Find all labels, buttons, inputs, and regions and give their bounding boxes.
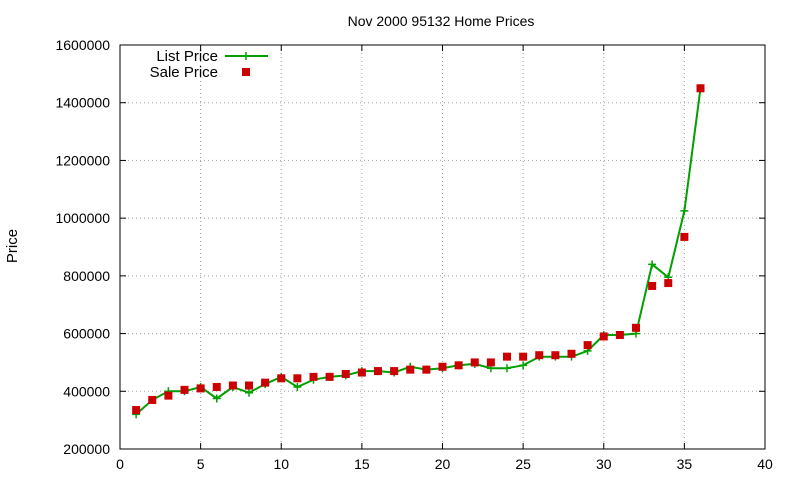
sale-price-point xyxy=(261,378,270,387)
x-tick-label: 15 xyxy=(354,456,370,472)
y-tick-label: 1400000 xyxy=(55,95,110,111)
sale-price-point xyxy=(519,352,528,361)
legend-label: Sale Price xyxy=(150,64,218,81)
sale-price-point xyxy=(341,369,350,378)
sale-price-point xyxy=(180,385,189,394)
x-tick-label: 25 xyxy=(515,456,531,472)
x-tick-label: 35 xyxy=(677,456,693,472)
x-tick-label: 40 xyxy=(757,456,773,472)
sale-price-point xyxy=(454,361,463,370)
sale-price-point xyxy=(390,367,399,376)
sale-price-point xyxy=(470,358,479,367)
legend-label: List Price xyxy=(156,48,218,65)
sale-price-point xyxy=(503,352,511,361)
sale-price-point xyxy=(164,391,173,400)
list-price-line xyxy=(135,88,702,416)
list-price-point xyxy=(680,206,689,215)
list-price-point xyxy=(648,260,657,269)
series-sale-price xyxy=(132,84,705,415)
sale-price-point xyxy=(696,84,705,93)
sale-price-point xyxy=(245,381,253,390)
list-price-point xyxy=(503,364,511,373)
sale-price-point xyxy=(422,365,431,374)
data-series xyxy=(132,84,705,419)
x-tick-label: 5 xyxy=(197,456,205,472)
sale-price-point xyxy=(309,372,318,381)
x-tick-label: 0 xyxy=(116,456,124,472)
sale-price-point xyxy=(196,384,205,393)
sale-price-point xyxy=(438,362,447,371)
list-price-point xyxy=(212,394,221,403)
chart-title: Nov 2000 95132 Home Prices xyxy=(348,13,535,29)
sale-price-point xyxy=(567,349,576,358)
x-tick-label: 10 xyxy=(273,456,289,472)
y-tick-label: 600000 xyxy=(63,326,110,342)
sale-price-point xyxy=(615,331,624,340)
list-price-point xyxy=(245,388,253,397)
sale-price-point xyxy=(599,332,608,341)
sale-price-point xyxy=(583,341,592,350)
y-tick-label: 400000 xyxy=(63,383,110,399)
sale-price-point xyxy=(228,381,237,390)
sale-price-point xyxy=(551,351,560,360)
sale-price-point xyxy=(277,374,286,383)
list-price-point xyxy=(519,361,528,370)
sale-price-point xyxy=(632,323,640,332)
sale-price-point xyxy=(374,367,382,376)
sale-price-point xyxy=(535,351,544,360)
sale-price-point xyxy=(148,395,157,404)
sale-price-point xyxy=(132,406,141,415)
sale-price-point xyxy=(357,368,366,377)
sale-price-point xyxy=(680,232,689,241)
sale-price-point xyxy=(486,358,495,367)
axes: 0 5 10 15 20 25 30 35 40 200000 400000 600000 800000… xyxy=(55,37,773,472)
sale-price-point xyxy=(648,281,657,290)
y-tick-label: 1200000 xyxy=(55,152,110,168)
x-tick-label: 20 xyxy=(435,456,451,472)
y-tick-label: 200000 xyxy=(63,441,110,457)
y-tick-label: 1600000 xyxy=(55,37,110,53)
x-tick-label: 30 xyxy=(596,456,612,472)
series-list-price xyxy=(132,84,705,419)
sale-price-point xyxy=(293,374,302,383)
sale-price-point xyxy=(406,365,415,374)
list-price-point xyxy=(293,382,302,391)
legend-plus-marker xyxy=(242,52,250,60)
sale-price-point xyxy=(212,382,221,391)
y-tick-label: 800000 xyxy=(63,268,110,284)
y-tick-label: 1000000 xyxy=(55,210,110,226)
sale-price-point xyxy=(664,279,673,288)
y-axis-label: Price xyxy=(4,229,21,263)
sale-price-point xyxy=(325,372,334,381)
legend-square-marker xyxy=(242,68,250,76)
